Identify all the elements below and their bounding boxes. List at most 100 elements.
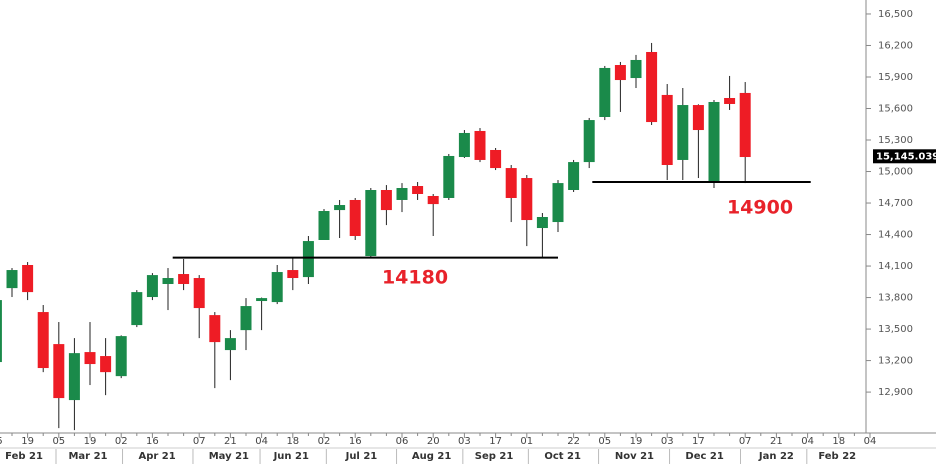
- last-price-box: [873, 149, 936, 164]
- y-tick-label: 13,200: [878, 356, 913, 367]
- y-tick-label: 16,500: [878, 9, 913, 20]
- candle-body: [84, 352, 96, 365]
- candle-body: [349, 199, 361, 237]
- candle-body: [614, 65, 626, 81]
- x-tick-label: 04: [255, 436, 268, 447]
- x-tick-label: 20: [427, 436, 440, 447]
- x-tick-label: 07: [739, 436, 752, 447]
- y-tick-label: 14,700: [878, 198, 913, 209]
- month-label: Jun 21: [273, 451, 309, 462]
- candle-body: [661, 94, 673, 166]
- candle-body: [568, 162, 580, 191]
- candle-body: [271, 272, 283, 303]
- candle-body: [302, 241, 314, 278]
- x-tick-label: 19: [21, 436, 34, 447]
- x-tick-label: 04: [864, 436, 877, 447]
- month-label: Apr 21: [138, 451, 175, 462]
- candle-body: [53, 344, 65, 399]
- x-tick-label: 21: [224, 436, 237, 447]
- month-label: Feb 21: [5, 451, 43, 462]
- candle-body: [240, 306, 252, 331]
- candle-body: [37, 312, 49, 369]
- candle-body: [536, 216, 548, 229]
- x-tick-label: 07: [193, 436, 206, 447]
- x-tick-label: 06: [396, 436, 409, 447]
- candle-body: [599, 67, 611, 118]
- candle-body: [412, 186, 424, 194]
- month-label: Mar 21: [68, 451, 107, 462]
- x-tick-label: 17: [489, 436, 502, 447]
- month-label: Aug 21: [412, 451, 451, 462]
- y-tick-label: 14,400: [878, 230, 913, 241]
- x-tick-label: 01: [520, 436, 533, 447]
- candle-body: [396, 188, 408, 200]
- candle-body: [724, 97, 736, 104]
- x-tick-label: 22: [567, 436, 580, 447]
- candle-body: [224, 338, 236, 351]
- plot-area: [0, 42, 811, 431]
- candle-body: [193, 278, 205, 309]
- y-tick-label: 15,900: [878, 72, 913, 83]
- month-label: Sep 21: [475, 451, 514, 462]
- y-tick-label: 13,500: [878, 324, 913, 335]
- candle-body: [521, 178, 533, 221]
- candle-body: [178, 274, 190, 285]
- candle-body: [739, 92, 751, 158]
- candle-body: [380, 190, 392, 211]
- month-label: May 21: [209, 451, 249, 462]
- candle-body: [209, 315, 221, 343]
- x-tick-label: 02: [318, 436, 331, 447]
- y-tick-label: 15,600: [878, 103, 913, 114]
- month-label: Jul 21: [345, 451, 378, 462]
- candle-body: [256, 298, 268, 302]
- level-annotation: 14180: [382, 267, 448, 289]
- x-tick-label: 03: [458, 436, 471, 447]
- x-tick-label: 05: [52, 436, 65, 447]
- month-label: Jan 22: [758, 451, 794, 462]
- candle-body: [474, 130, 486, 160]
- candle-body: [427, 195, 439, 205]
- month-label: Dec 21: [685, 451, 723, 462]
- y-tick-label: 12,900: [878, 387, 913, 398]
- month-label: Feb 22: [818, 451, 856, 462]
- month-label: Nov 21: [615, 451, 654, 462]
- candle-body: [131, 292, 143, 326]
- x-tick-label: 02: [115, 436, 128, 447]
- x-tick-label: 18: [286, 436, 299, 447]
- x-tick-label: 04: [801, 436, 814, 447]
- candle-body: [552, 183, 564, 223]
- x-tick-label: 17: [692, 436, 705, 447]
- candle-body: [162, 278, 174, 285]
- candle-body: [22, 264, 34, 293]
- x-tick-label: 21: [770, 436, 783, 447]
- last-price-label: 15,145.039: [876, 151, 936, 162]
- candle-body: [6, 270, 18, 289]
- x-tick-label: 18: [832, 436, 845, 447]
- candle-body: [692, 105, 704, 131]
- x-tick-label: 19: [630, 436, 643, 447]
- candle-body: [334, 205, 346, 211]
- candle-body: [458, 132, 470, 158]
- candle-body: [0, 300, 2, 363]
- y-tick-label: 15,300: [878, 135, 913, 146]
- candle-body: [646, 51, 658, 123]
- candle-body: [490, 149, 502, 169]
- x-tick-label: 05: [598, 436, 611, 447]
- candle-body: [287, 270, 299, 279]
- x-tick-label: 19: [84, 436, 97, 447]
- candle-body: [505, 168, 517, 198]
- candle-body: [365, 190, 377, 257]
- candle-body: [708, 101, 720, 183]
- x-tick-label: 05: [0, 436, 3, 447]
- y-tick-label: 14,100: [878, 261, 913, 272]
- x-tick-label: 16: [349, 436, 362, 447]
- candle-body: [677, 105, 689, 160]
- candle-body: [630, 59, 642, 79]
- month-label: Oct 21: [544, 451, 581, 462]
- candle-body: [443, 155, 455, 198]
- y-tick-label: 15,000: [878, 167, 913, 178]
- level-annotation: 14900: [727, 197, 793, 219]
- x-tick-label: 03: [661, 436, 674, 447]
